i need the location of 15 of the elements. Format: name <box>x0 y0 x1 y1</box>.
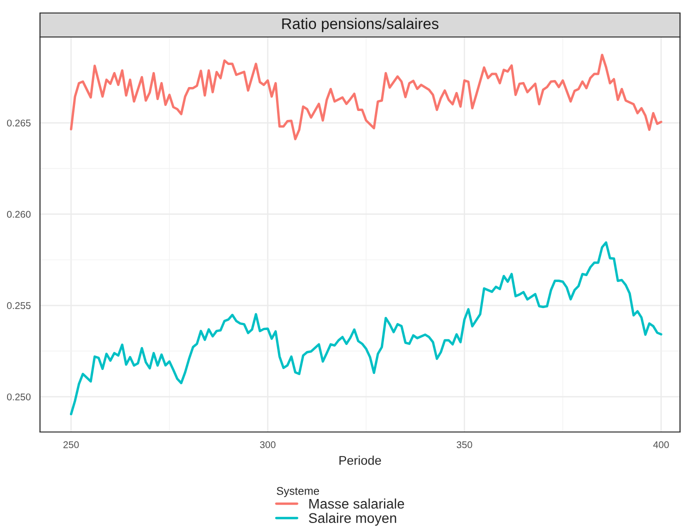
x-tick-label: 350 <box>456 441 472 448</box>
x-tick-label: 250 <box>63 441 79 448</box>
y-tick-label: 0.255 <box>7 302 31 310</box>
line-series <box>70 54 662 140</box>
legend-title: Systeme <box>276 487 320 498</box>
y-tick-label: 0.265 <box>7 120 31 126</box>
legend-label: Masse salariale <box>309 498 404 509</box>
y-tick-label: 0.260 <box>7 210 31 218</box>
y-tick-label: 0.250 <box>7 393 31 400</box>
x-tick-label: 400 <box>653 441 669 448</box>
line-series <box>70 241 662 416</box>
x-axis-title: Periode <box>339 456 381 465</box>
legend-label: Salaire moyen <box>308 512 396 526</box>
chart-title: Ratio pensions/salaires <box>282 18 438 32</box>
x-tick-label: 300 <box>260 441 276 448</box>
